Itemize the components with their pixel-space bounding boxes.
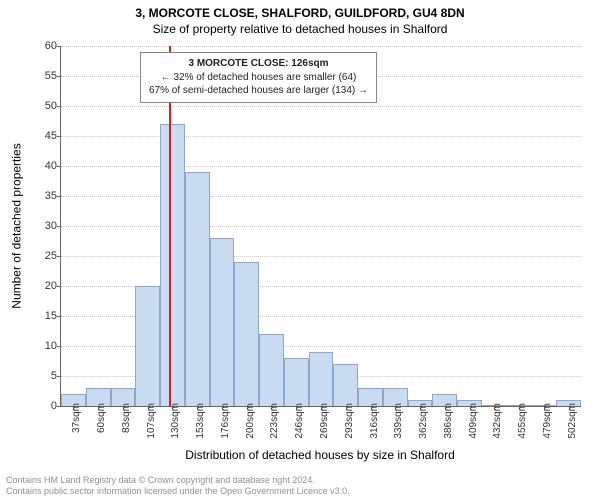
x-axis-label: Distribution of detached houses by size …: [60, 448, 580, 462]
y-tick-label: 60: [31, 40, 57, 52]
x-tick-label: 432sqm: [492, 403, 503, 439]
y-tick-label: 5: [31, 370, 57, 382]
y-tick-label: 55: [31, 70, 57, 82]
x-tick-label: 362sqm: [418, 403, 429, 439]
y-tick-mark: [57, 346, 61, 347]
y-tick-label: 40: [31, 160, 57, 172]
y-tick-mark: [57, 256, 61, 257]
histogram-bar: [259, 334, 284, 406]
chart-title-sub: Size of property relative to detached ho…: [0, 20, 600, 36]
histogram-bar: [210, 238, 235, 406]
gridline: [61, 166, 581, 167]
histogram-bar: [333, 364, 358, 406]
y-tick-label: 45: [31, 130, 57, 142]
x-tick-label: 223sqm: [269, 403, 280, 439]
info-line-2: ← 32% of detached houses are smaller (64…: [149, 71, 368, 85]
y-tick-mark: [57, 76, 61, 77]
x-tick-label: 153sqm: [195, 403, 206, 439]
footer-line-2: Contains public sector information licen…: [6, 486, 350, 497]
x-tick-label: 293sqm: [344, 403, 355, 439]
gridline: [61, 196, 581, 197]
chart-title-main: 3, MORCOTE CLOSE, SHALFORD, GUILDFORD, G…: [0, 0, 600, 20]
histogram-bar: [160, 124, 185, 406]
x-tick-label: 176sqm: [220, 403, 231, 439]
histogram-bar: [309, 352, 334, 406]
x-tick-label: 269sqm: [319, 403, 330, 439]
x-tick-label: 246sqm: [294, 403, 305, 439]
x-tick-label: 502sqm: [567, 403, 578, 439]
histogram-bar: [185, 172, 210, 406]
x-tick-label: 200sqm: [245, 403, 256, 439]
info-box: 3 MORCOTE CLOSE: 126sqm ← 32% of detache…: [140, 52, 377, 103]
y-tick-mark: [57, 286, 61, 287]
y-tick-label: 15: [31, 310, 57, 322]
x-tick-label: 339sqm: [393, 403, 404, 439]
x-tick-label: 37sqm: [71, 403, 82, 433]
histogram-bar: [135, 286, 160, 406]
y-tick-label: 35: [31, 190, 57, 202]
footer-attribution: Contains HM Land Registry data © Crown c…: [6, 475, 350, 497]
y-tick-label: 50: [31, 100, 57, 112]
info-line-3: 67% of semi-detached houses are larger (…: [149, 84, 368, 98]
y-axis-label-wrap: Number of detached properties: [10, 46, 24, 406]
y-tick-mark: [57, 196, 61, 197]
chart-area: 05101520253035404550556037sqm60sqm83sqm1…: [60, 46, 580, 406]
y-tick-label: 25: [31, 250, 57, 262]
y-tick-mark: [57, 136, 61, 137]
y-tick-label: 20: [31, 280, 57, 292]
x-tick-label: 83sqm: [121, 403, 132, 433]
gridline: [61, 256, 581, 257]
x-tick-label: 409sqm: [468, 403, 479, 439]
info-line-1: 3 MORCOTE CLOSE: 126sqm: [149, 57, 368, 71]
y-tick-mark: [57, 316, 61, 317]
x-tick-label: 107sqm: [146, 403, 157, 439]
chart-container: 3, MORCOTE CLOSE, SHALFORD, GUILDFORD, G…: [0, 0, 600, 500]
y-tick-mark: [57, 46, 61, 47]
y-tick-mark: [57, 406, 61, 407]
gridline: [61, 106, 581, 107]
y-tick-mark: [57, 226, 61, 227]
histogram-bar: [234, 262, 259, 406]
y-tick-mark: [57, 166, 61, 167]
y-tick-label: 30: [31, 220, 57, 232]
y-tick-mark: [57, 376, 61, 377]
gridline: [61, 46, 581, 47]
y-axis-label: Number of detached properties: [10, 143, 24, 308]
x-tick-label: 60sqm: [96, 403, 107, 433]
x-tick-label: 130sqm: [170, 403, 181, 439]
x-tick-label: 479sqm: [542, 403, 553, 439]
gridline: [61, 136, 581, 137]
y-tick-mark: [57, 106, 61, 107]
gridline: [61, 226, 581, 227]
x-tick-label: 386sqm: [443, 403, 454, 439]
x-tick-label: 316sqm: [369, 403, 380, 439]
histogram-bar: [284, 358, 309, 406]
y-tick-label: 10: [31, 340, 57, 352]
footer-line-1: Contains HM Land Registry data © Crown c…: [6, 475, 350, 486]
x-tick-label: 455sqm: [517, 403, 528, 439]
y-tick-label: 0: [31, 400, 57, 412]
